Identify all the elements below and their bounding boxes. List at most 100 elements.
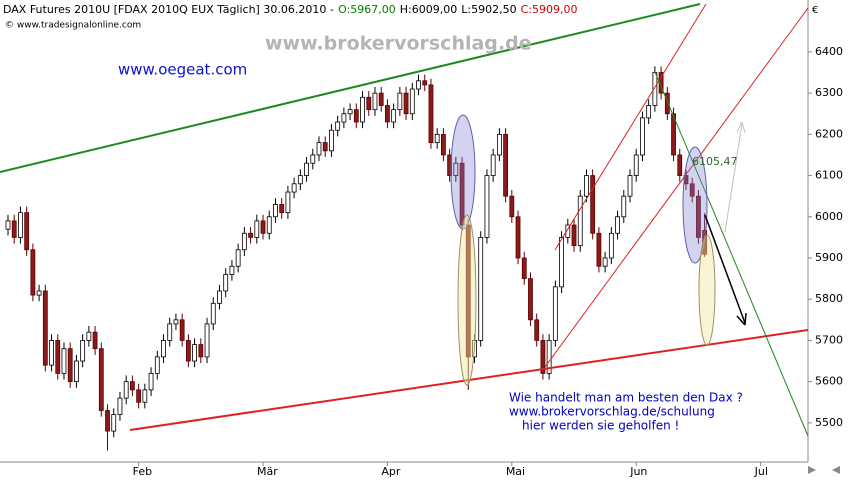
candle-body [440,133,446,156]
candle-body [360,96,365,123]
candle-body [633,154,639,176]
candle-body [366,96,372,111]
candle-body [129,381,135,391]
candle-body [602,257,608,267]
highlight-ellipse [682,146,708,264]
candle-body [136,389,142,403]
candle-body [515,216,521,259]
x-tick-label: Feb [133,465,152,478]
site-label: www.oegeat.com [118,61,247,79]
y-tick-label: 6400 [815,45,843,58]
highlight-ellipse [457,214,477,386]
candle-body [61,348,67,374]
candle-body [496,133,502,156]
y-tick-label: 5800 [815,292,843,305]
candle-body [577,195,583,247]
candle-body [571,224,577,247]
candle-body [565,224,571,238]
candle-body [30,249,36,296]
candle-body [223,274,229,292]
candle-body [409,88,415,115]
candle-body [584,175,589,197]
candle-body [608,232,614,259]
candle-body [559,236,564,288]
annotation: 6105,47 [692,155,738,168]
candle-body [434,133,440,143]
candle-body [353,109,359,123]
highlight-ellipse [450,114,476,230]
candle-body [80,340,86,362]
candle-body [341,113,347,123]
y-tick-label: 6200 [815,127,843,140]
candle-body [273,204,278,218]
candle-body [689,183,695,197]
candle-body [55,340,61,374]
watermark: www.brokervorschlag.de [265,33,532,55]
candle-body [621,195,627,218]
note-line: Wie handelt man am besten den Dax ? [509,391,743,405]
trend-line-upper [0,3,701,173]
candle-body [148,372,154,391]
candle-body [185,340,191,362]
y-tick-label: 6000 [815,210,843,223]
candle-body [142,389,148,403]
y-tick-label: 5700 [815,333,843,346]
candle-body [86,331,92,341]
candle-body [49,340,54,366]
candle-body [322,142,328,152]
header-value: H:6009,00 [400,3,457,16]
y-tick-label: 5900 [815,251,843,264]
candle-body [347,109,353,115]
arrow-head [736,121,746,134]
y-tick-label: 5600 [815,375,843,388]
candle-body [646,105,652,119]
candle-body [453,162,459,176]
candle-body [385,105,390,123]
candle-body [248,232,253,238]
candle-body [260,220,266,234]
candle-body [521,257,527,280]
candle-body [627,175,633,197]
channel-lower [544,7,809,368]
candle-body [428,84,434,143]
candle-body [173,319,179,325]
candle-body [285,191,291,214]
candle-body [235,249,241,267]
candle-body [596,232,602,267]
trend-line-lower [129,329,809,431]
candle-body [74,360,79,383]
candle-body [459,162,465,226]
candle-body [241,232,247,251]
candle-body [111,414,117,432]
scroll-arrows [808,466,840,474]
candle-body [640,117,645,156]
candle-body [590,175,596,234]
candle-body [24,212,30,251]
candle-body [490,154,496,176]
header-value: O:5967,00 [338,3,396,16]
candle-body [696,195,701,238]
candle-body [291,183,297,193]
candle-body [279,204,285,214]
title: DAX Futures 2010U [FDAX 2010Q EUX Täglic… [3,3,334,16]
x-tick-label: Mai [506,465,525,478]
candle-body [546,340,552,374]
copyright: © www.tradesignalonline.com [5,21,141,31]
candle-body [179,319,185,341]
candle-body [192,344,198,362]
candle-body [123,381,129,399]
candle-body [416,80,421,90]
candle-body [98,348,104,411]
arrow [724,123,743,233]
candle-body [229,265,235,275]
candle-body [217,290,222,304]
candle-body [198,344,204,358]
candle-body [552,286,558,341]
x-tick-label: Jul [754,465,768,478]
candle-body [204,323,210,358]
candle-body [484,175,490,238]
candle-body [310,154,316,164]
candle-body [304,162,309,176]
candle-body [615,216,620,234]
candle-body [378,92,384,106]
